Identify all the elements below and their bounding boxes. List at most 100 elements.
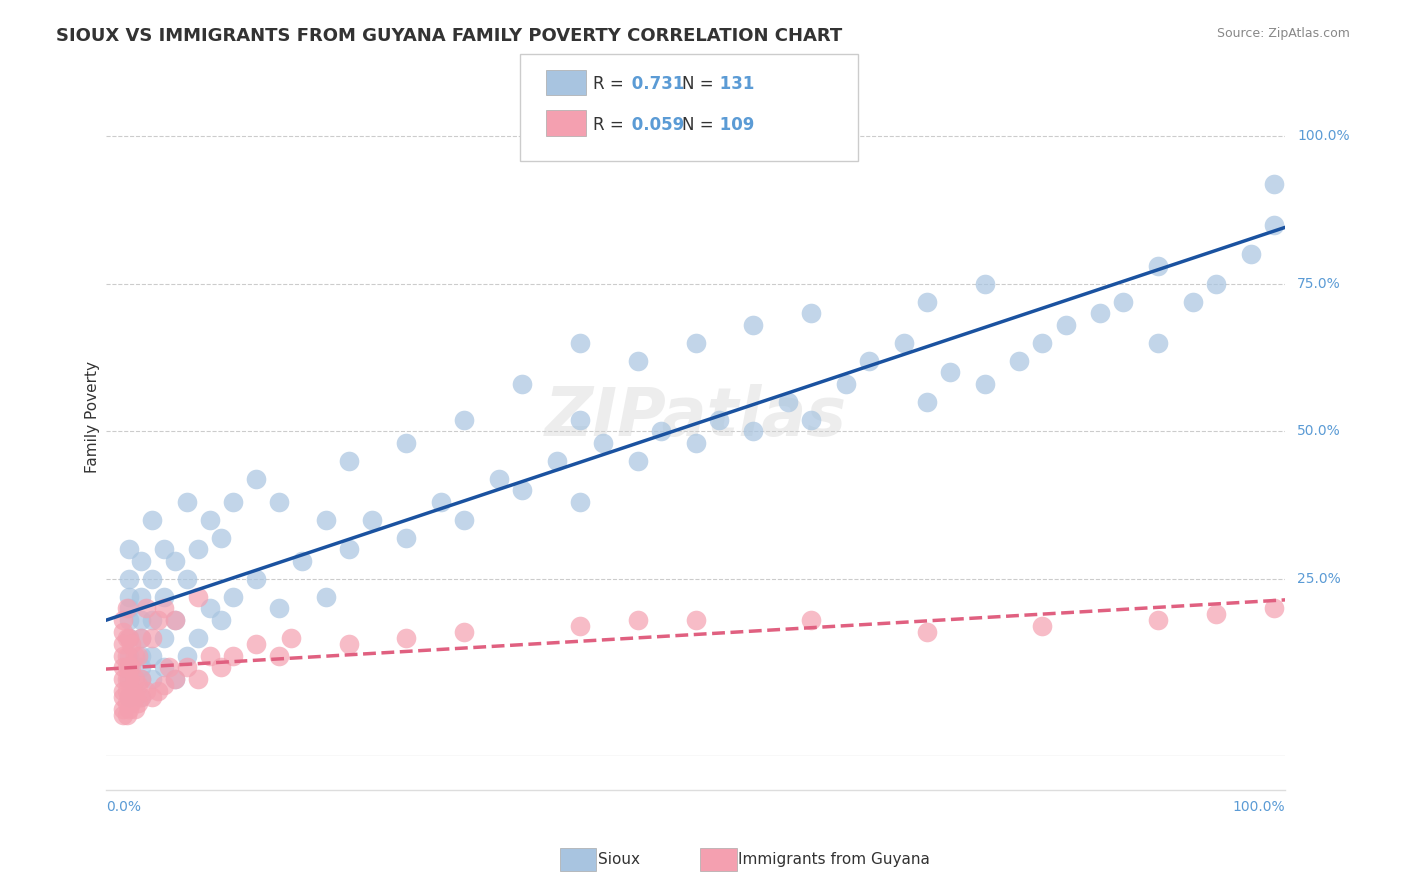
Point [124,702,146,716]
Point [141,648,163,663]
Point [141,613,163,627]
Point [127,696,149,710]
Point [1054,318,1077,333]
Point [118,601,141,615]
Point [1147,259,1170,273]
Text: Sioux: Sioux [598,853,640,867]
Point [129,672,152,686]
Point [112,613,135,627]
Point [112,660,135,674]
Point [129,554,152,568]
Point [129,660,152,674]
Text: R =: R = [593,116,630,134]
Point [211,613,233,627]
Point [685,436,707,450]
Point [269,495,291,509]
Point [488,472,510,486]
Point [568,619,591,633]
Point [135,684,157,698]
Text: Source: ZipAtlas.com: Source: ZipAtlas.com [1216,27,1350,40]
Point [453,412,475,426]
Text: SIOUX VS IMMIGRANTS FROM GUYANA FAMILY POVERTY CORRELATION CHART: SIOUX VS IMMIGRANTS FROM GUYANA FAMILY P… [56,27,842,45]
Text: 109: 109 [714,116,755,134]
Point [395,531,418,545]
Point [1031,335,1053,350]
Point [165,672,187,686]
Text: N =: N = [682,75,718,93]
Text: Immigrants from Guyana: Immigrants from Guyana [738,853,929,867]
Point [568,412,591,426]
Point [592,436,614,450]
Y-axis label: Family Poverty: Family Poverty [86,360,100,473]
Text: 100.0%: 100.0% [1233,800,1285,814]
Point [115,648,138,663]
Point [337,454,360,468]
Point [118,631,141,645]
Point [118,672,141,686]
Point [127,648,149,663]
Point [124,648,146,663]
Point [118,648,141,663]
Point [118,672,141,686]
Text: 0.731: 0.731 [626,75,685,93]
Point [187,672,209,686]
Point [453,513,475,527]
Point [129,631,152,645]
Point [152,678,174,692]
Point [245,472,267,486]
Point [115,631,138,645]
Point [165,613,187,627]
Point [915,294,938,309]
Point [118,690,141,704]
Point [685,335,707,350]
Point [198,513,221,527]
Point [118,660,141,674]
Point [222,648,245,663]
Point [127,678,149,692]
Point [141,631,163,645]
Point [118,542,141,557]
Point [211,660,233,674]
Point [1263,601,1285,615]
Point [118,590,141,604]
Point [1263,218,1285,232]
Point [778,395,800,409]
Text: 100.0%: 100.0% [1298,129,1350,144]
Point [800,412,823,426]
Point [360,513,382,527]
Point [159,660,181,674]
Point [1263,177,1285,191]
Point [973,377,995,392]
Point [112,690,135,704]
Point [510,483,533,498]
Text: 0.0%: 0.0% [105,800,141,814]
Point [835,377,858,392]
Point [1090,306,1112,320]
Point [187,542,209,557]
Point [120,696,142,710]
Point [129,613,152,627]
Point [141,690,163,704]
Point [115,684,138,698]
Point [115,696,138,710]
Point [1181,294,1204,309]
Point [187,590,209,604]
Text: R =: R = [593,75,630,93]
Point [118,690,141,704]
Point [893,335,915,350]
Point [115,660,138,674]
Point [176,495,198,509]
Point [152,601,174,615]
Point [135,601,157,615]
Point [112,637,135,651]
Point [291,554,314,568]
Point [141,672,163,686]
Point [120,637,142,651]
Point [129,690,152,704]
Point [118,631,141,645]
Point [211,531,233,545]
Point [627,613,650,627]
Point [129,672,152,686]
Point [858,353,880,368]
Point [165,672,187,686]
